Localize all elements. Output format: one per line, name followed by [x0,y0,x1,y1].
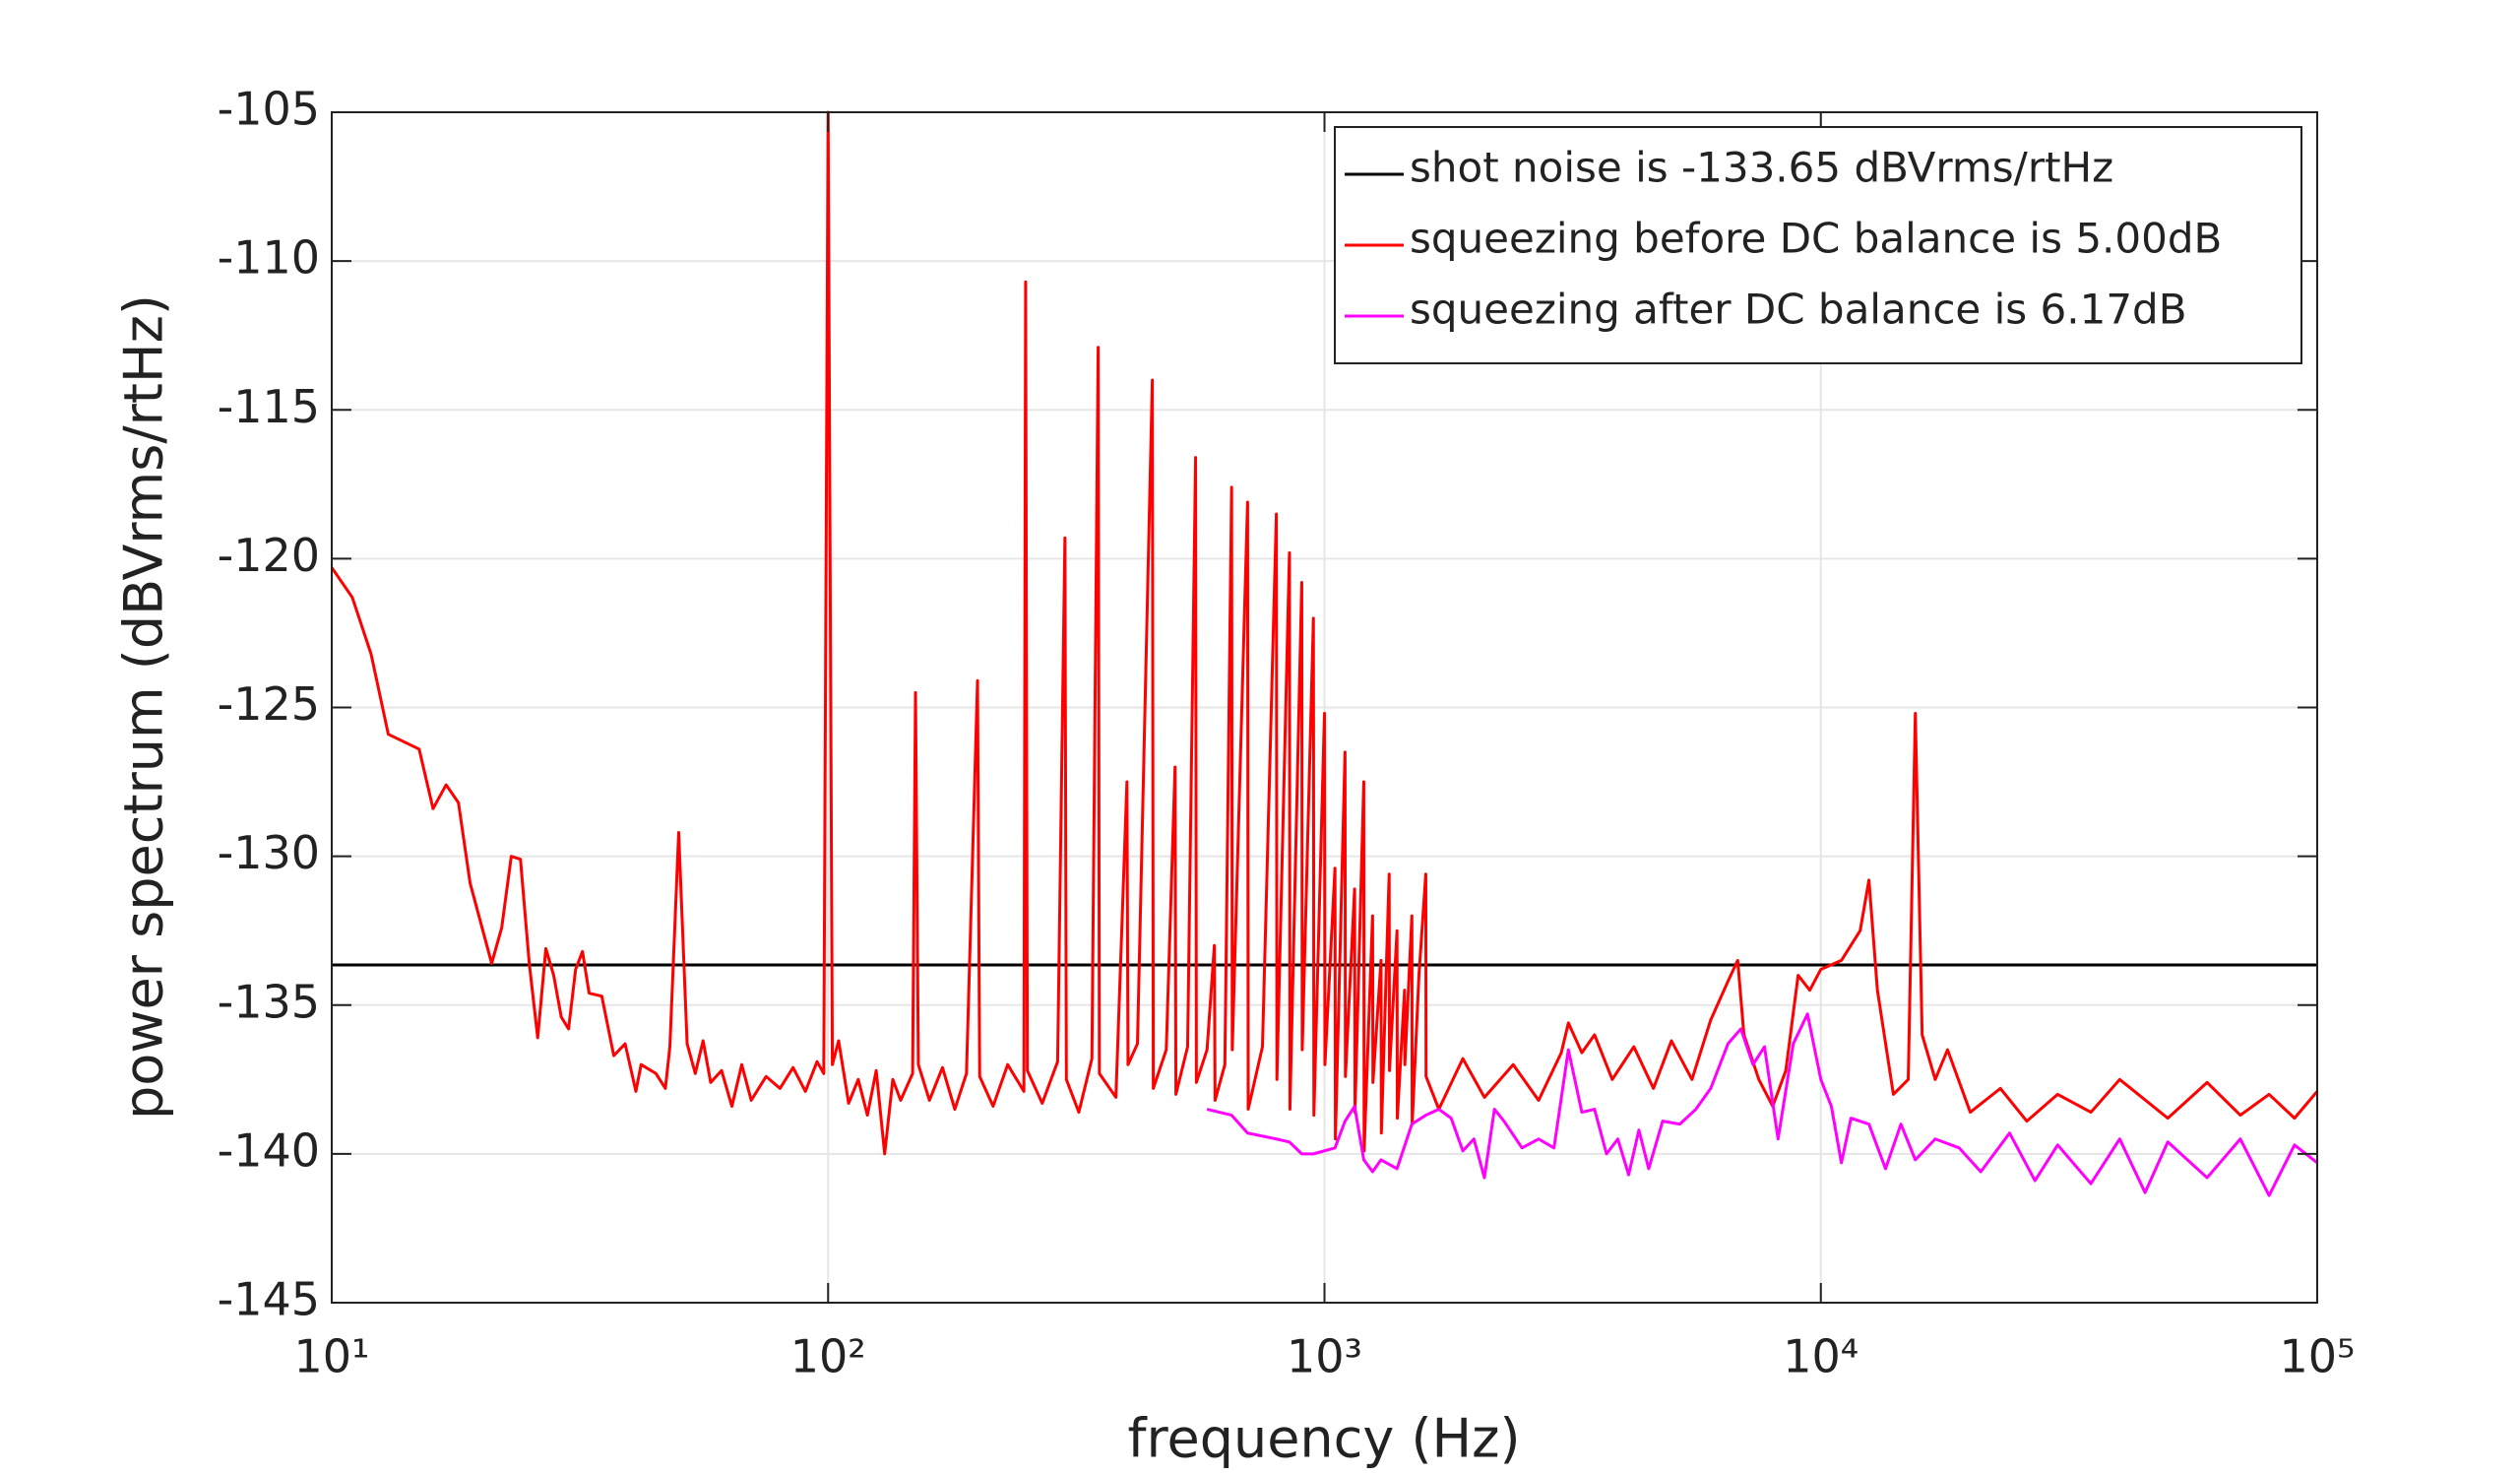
y-tick-label: -145 [218,1273,320,1326]
x-tick-label: 10² [790,1330,866,1383]
x-tick-label: 10¹ [294,1330,370,1383]
legend: shot noise is -133.65 dBVrms/rtHz squeezi… [1334,126,2302,364]
x-tick-label: 10⁴ [1783,1330,1858,1383]
legend-label: squeezing after DC balance is 6.17dB [1410,286,2187,334]
y-tick-label: -135 [218,975,320,1028]
y-tick-label: -130 [218,826,320,879]
legend-label: shot noise is -133.65 dBVrms/rtHz [1410,144,2113,192]
legend-box [1334,126,2302,364]
y-axis-label: power spectrum (dBVrms/rtHz) [113,294,175,1120]
x-tick-label: 10³ [1287,1330,1362,1383]
y-tick-label: -105 [218,83,320,136]
series-line [330,110,2319,1156]
plot-area [330,110,2319,1197]
ticks: -145 -140 -135 -130 -125 -120 -115 -110 -105 10¹ 1… [218,83,2356,1383]
y-tick-label: -115 [218,380,320,433]
y-tick-label: -110 [218,231,320,285]
series-line [1206,1012,2318,1197]
y-tick-label: -120 [218,529,320,582]
x-tick-label: 10⁵ [2280,1330,2356,1383]
y-tick-label: -125 [218,677,320,731]
x-axis-label: frequency (Hz) [1127,1408,1520,1470]
legend-label: squeezing before DC balance is 5.00dB [1410,215,2222,263]
y-tick-label: -140 [218,1123,320,1177]
